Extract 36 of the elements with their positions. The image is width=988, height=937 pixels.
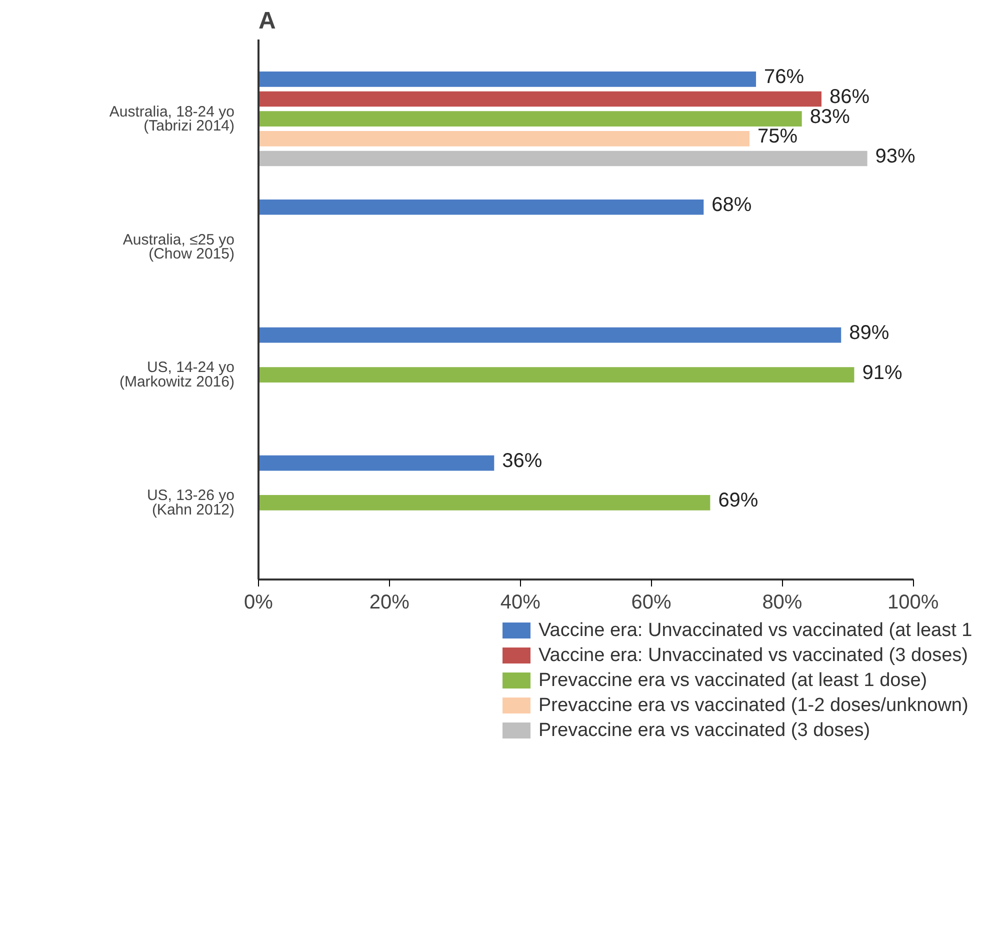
legend-label: Prevaccine era vs vaccinated (3 doses)	[538, 720, 870, 741]
data-label: 36%	[502, 450, 542, 472]
data-label: 83%	[810, 106, 850, 128]
y-tick-label: US, 13-26 yo (Kahn 2012)	[146, 487, 235, 518]
bar	[258, 130, 750, 146]
bar	[258, 111, 802, 127]
bar	[258, 327, 842, 343]
x-tick-label: 80%	[762, 592, 802, 614]
bar	[258, 199, 704, 215]
x-tick-label: 20%	[369, 592, 410, 614]
data-label: 75%	[757, 126, 798, 148]
bar	[258, 150, 868, 166]
data-label: 93%	[875, 146, 916, 168]
bar	[258, 455, 494, 471]
bar	[258, 495, 710, 510]
data-label: 86%	[829, 86, 870, 108]
legend-label: Vaccine era: Unvaccinated vs vaccinated (at least 1	[538, 620, 972, 641]
data-label: 76%	[764, 66, 804, 88]
text: A	[258, 8, 276, 34]
y-tick-label: Australia, 18-24 yo (Tabrizi 2014)	[109, 103, 235, 134]
y-tick-label: US, 14-24 yo (Markowitz 2016)	[119, 359, 235, 390]
x-tick-label: 60%	[631, 592, 672, 614]
y-tick-label: Australia, ≤25 yo (Chow 2015)	[122, 231, 235, 262]
x-tick-label: 0%	[244, 592, 274, 614]
legend-label: Prevaccine era vs vaccinated (1-2 doses/unknown)	[538, 695, 968, 716]
data-label: 89%	[849, 322, 890, 344]
legend-label: Prevaccine era vs vaccinated (at least 1 dose)	[538, 670, 928, 691]
data-label: 68%	[712, 194, 752, 216]
x-tick-label: 40%	[500, 592, 541, 614]
bar	[258, 367, 854, 382]
data-label: 91%	[862, 362, 902, 384]
bar	[258, 91, 822, 107]
data-label: 69%	[718, 490, 758, 512]
x-tick-label: 100%	[888, 592, 939, 614]
bar	[258, 71, 756, 87]
legend-label: Vaccine era: Unvaccinated vs vaccinated (3 doses)	[538, 645, 968, 666]
